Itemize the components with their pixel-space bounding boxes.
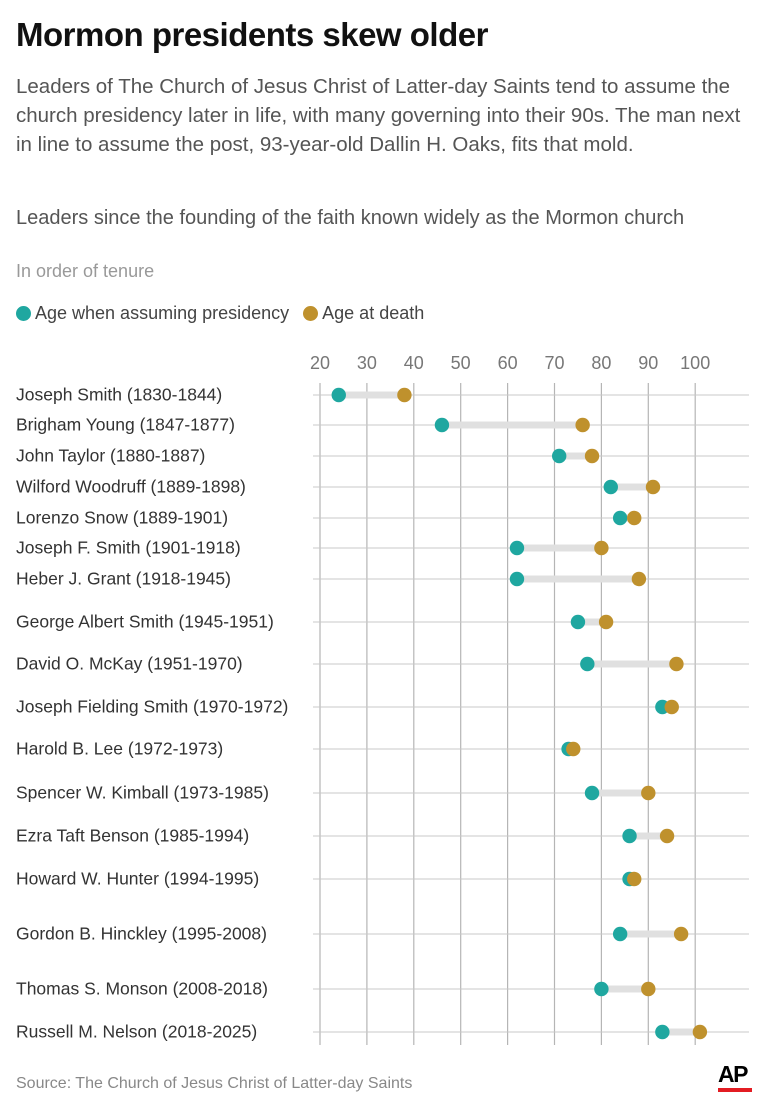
x-tick-label: 70 bbox=[544, 353, 564, 373]
dot-age-death bbox=[669, 656, 684, 672]
row-label: Thomas S. Monson (2008-2018) bbox=[16, 978, 268, 999]
legend-label: Age at death bbox=[322, 303, 425, 323]
legend-item-death: Age at death bbox=[303, 303, 424, 324]
row-label: Harold B. Lee (1972-1973) bbox=[16, 738, 224, 759]
dot-age-assuming bbox=[434, 417, 450, 433]
row-label: Russell M. Nelson (2018-2025) bbox=[16, 1021, 258, 1042]
row-label: George Albert Smith (1945-1951) bbox=[16, 611, 274, 632]
row-label: Heber J. Grant (1918-1945) bbox=[16, 568, 231, 589]
row-label: Spencer W. Kimball (1973-1985) bbox=[16, 782, 269, 803]
chart-note: In order of tenure bbox=[16, 261, 155, 281]
dot-age-assuming bbox=[509, 571, 525, 587]
legend-item-assuming: Age when assuming presidency bbox=[16, 303, 289, 324]
row-label: David O. McKay (1951-1970) bbox=[16, 653, 243, 674]
dot-age-death bbox=[641, 785, 656, 801]
row-label: Howard W. Hunter (1994-1995) bbox=[16, 868, 260, 889]
dot-age-assuming bbox=[622, 828, 637, 844]
dot-age-death bbox=[631, 571, 647, 587]
row-label: Ezra Taft Benson (1985-1994) bbox=[16, 825, 250, 846]
x-tick-label: 90 bbox=[638, 353, 658, 373]
dot-age-assuming bbox=[584, 785, 600, 801]
dot-age-assuming bbox=[570, 614, 586, 630]
dot-age-death bbox=[397, 387, 412, 403]
chart-title: Mormon presidents skew older bbox=[16, 16, 488, 53]
dot-age-death bbox=[641, 981, 656, 997]
source-note: Source: The Church of Jesus Christ of La… bbox=[16, 1075, 413, 1092]
dot-age-death bbox=[594, 540, 609, 556]
x-tick-label: 40 bbox=[404, 353, 424, 373]
row-label: John Taylor (1880-1887) bbox=[16, 445, 206, 466]
dot-age-death bbox=[673, 926, 689, 942]
legend-label: Age when assuming presidency bbox=[35, 303, 290, 323]
teal-dot-icon bbox=[16, 306, 31, 321]
dot-age-death bbox=[664, 699, 679, 715]
dot-age-assuming bbox=[551, 448, 567, 464]
dot-age-death bbox=[645, 479, 661, 495]
dot-age-death bbox=[692, 1024, 708, 1040]
dot-age-assuming bbox=[509, 540, 525, 556]
gold-dot-icon bbox=[303, 306, 319, 321]
row-label: Joseph Fielding Smith (1970-1972) bbox=[16, 696, 289, 717]
row-label: Brigham Young (1847-1877) bbox=[16, 414, 235, 435]
row-label: Lorenzo Snow (1889-1901) bbox=[16, 507, 229, 528]
row-label: Gordon B. Hinckley (1995-2008) bbox=[16, 923, 267, 944]
x-tick-label: 60 bbox=[498, 353, 518, 373]
row-label: Joseph F. Smith (1901-1918) bbox=[16, 537, 241, 558]
ap-logo-text: AP bbox=[718, 1061, 748, 1087]
dot-age-death bbox=[584, 448, 600, 464]
dot-age-assuming bbox=[603, 479, 618, 495]
dot-age-assuming bbox=[580, 656, 595, 672]
dot-age-death bbox=[598, 614, 614, 630]
dot-age-assuming bbox=[655, 1024, 670, 1040]
x-tick-label: 50 bbox=[451, 353, 471, 373]
dot-age-assuming bbox=[612, 510, 628, 526]
dot-age-death bbox=[659, 828, 675, 844]
ap-logo: AP bbox=[718, 1062, 752, 1092]
x-tick-label: 100 bbox=[680, 353, 710, 373]
dot-age-death bbox=[575, 417, 590, 433]
dot-age-assuming bbox=[594, 981, 609, 997]
ap-logo-bar bbox=[718, 1088, 752, 1092]
intro-text: Leaders of The Church of Jesus Christ of… bbox=[16, 75, 741, 156]
row-label: Joseph Smith (1830-1844) bbox=[16, 384, 223, 405]
dot-age-assuming bbox=[612, 926, 628, 942]
row-label: Wilford Woodruff (1889-1898) bbox=[16, 476, 246, 497]
x-tick-label: 80 bbox=[591, 353, 611, 373]
x-tick-label: 20 bbox=[310, 353, 330, 373]
legend: Age when assuming presidency Age at deat… bbox=[16, 303, 424, 324]
dot-age-death bbox=[627, 510, 642, 526]
dot-age-assuming bbox=[331, 387, 346, 403]
dot-age-death bbox=[627, 871, 642, 887]
chart-subtitle: Leaders since the founding of the faith … bbox=[16, 207, 685, 229]
dot-age-death bbox=[566, 741, 581, 757]
x-tick-label: 30 bbox=[357, 353, 377, 373]
